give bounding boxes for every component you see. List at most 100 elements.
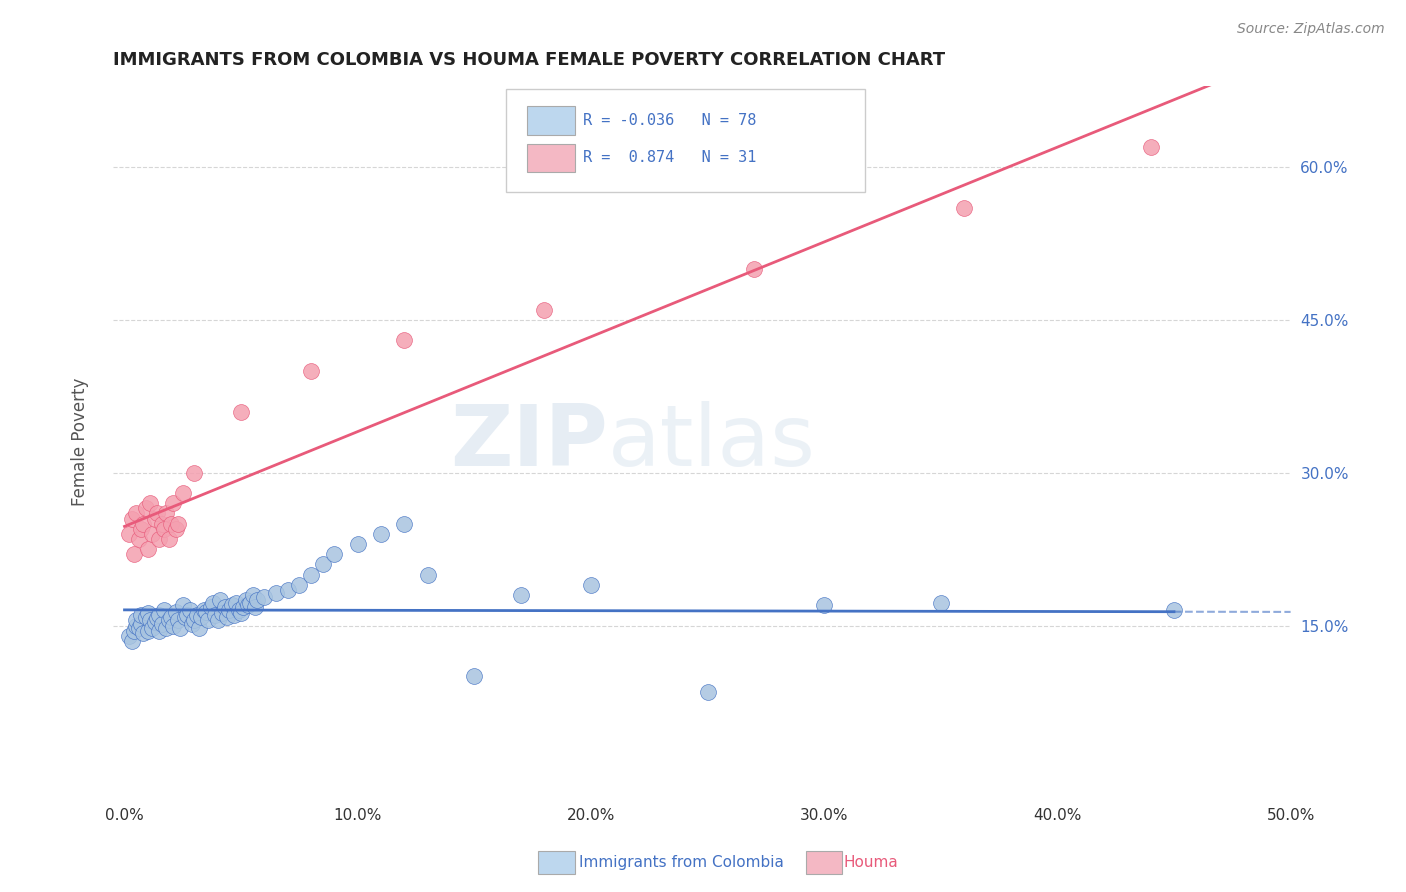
Point: [253, 590, 276, 604]
Point: [323, 547, 346, 561]
Point: [132, 516, 155, 531]
Point: [179, 603, 201, 617]
Point: [153, 522, 176, 536]
Point: [510, 588, 533, 602]
Text: Houma: Houma: [844, 855, 898, 870]
Point: [218, 603, 240, 617]
Point: [129, 608, 152, 623]
Point: [148, 608, 170, 623]
Point: [416, 567, 439, 582]
Point: [394, 516, 416, 531]
Point: [288, 578, 311, 592]
Point: [176, 608, 198, 623]
Point: [953, 201, 976, 215]
Point: [197, 614, 219, 628]
Point: [264, 586, 287, 600]
Point: [155, 621, 177, 635]
Point: [125, 618, 148, 632]
Point: [246, 593, 269, 607]
Point: [162, 618, 184, 632]
Point: [139, 496, 162, 510]
Point: [181, 616, 204, 631]
Point: [696, 685, 718, 699]
Text: R = -0.036   N = 78: R = -0.036 N = 78: [583, 113, 756, 128]
Point: [235, 593, 257, 607]
Point: [533, 302, 555, 317]
Point: [129, 616, 152, 631]
Point: [188, 621, 211, 635]
Point: [165, 605, 187, 619]
Text: Immigrants from Colombia: Immigrants from Colombia: [579, 855, 785, 870]
Point: [172, 598, 194, 612]
Point: [167, 614, 190, 628]
Point: [229, 404, 252, 418]
Point: [1163, 603, 1185, 617]
Point: [150, 516, 173, 531]
Point: [155, 507, 177, 521]
Point: [132, 625, 155, 640]
Point: [122, 547, 145, 561]
Point: [129, 522, 152, 536]
Point: [243, 600, 266, 615]
Point: [148, 624, 170, 638]
Point: [813, 598, 835, 612]
Y-axis label: Female Poverty: Female Poverty: [72, 378, 89, 507]
Point: [183, 614, 205, 628]
Point: [186, 608, 208, 623]
Point: [204, 608, 226, 623]
Point: [122, 624, 145, 638]
Point: [165, 522, 187, 536]
Point: [236, 598, 259, 612]
Point: [228, 603, 250, 617]
Text: R =  0.874   N = 31: R = 0.874 N = 31: [583, 151, 756, 165]
Point: [128, 532, 150, 546]
Point: [134, 610, 156, 624]
Point: [209, 593, 232, 607]
Point: [162, 496, 184, 510]
Point: [463, 669, 485, 683]
Point: [195, 605, 218, 619]
Point: [146, 611, 169, 625]
Point: [143, 615, 166, 630]
Point: [299, 364, 322, 378]
Point: [1139, 139, 1161, 153]
Text: ZIP: ZIP: [450, 401, 607, 483]
Point: [160, 610, 183, 624]
Point: [394, 333, 416, 347]
Point: [200, 600, 222, 615]
Text: IMMIGRANTS FROM COLOMBIA VS HOUMA FEMALE POVERTY CORRELATION CHART: IMMIGRANTS FROM COLOMBIA VS HOUMA FEMALE…: [112, 51, 945, 69]
Point: [118, 629, 141, 643]
Point: [370, 526, 392, 541]
Point: [121, 633, 143, 648]
Point: [221, 598, 243, 612]
Point: [929, 596, 952, 610]
Point: [742, 261, 765, 276]
Point: [150, 616, 173, 631]
Point: [277, 582, 299, 597]
Point: [143, 511, 166, 525]
Point: [193, 603, 215, 617]
Point: [217, 610, 239, 624]
Point: [229, 607, 252, 621]
Point: [153, 603, 176, 617]
Text: Source: ZipAtlas.com: Source: ZipAtlas.com: [1237, 22, 1385, 37]
Point: [224, 608, 246, 623]
Point: [136, 542, 159, 557]
Point: [136, 624, 159, 638]
Point: [579, 578, 602, 592]
Point: [125, 507, 148, 521]
Point: [202, 596, 225, 610]
Point: [242, 588, 264, 602]
Point: [214, 600, 236, 615]
Point: [139, 614, 162, 628]
Point: [141, 526, 163, 541]
Point: [183, 466, 205, 480]
Point: [125, 614, 148, 628]
Point: [167, 516, 190, 531]
Point: [207, 614, 229, 628]
Point: [136, 607, 159, 621]
Point: [172, 486, 194, 500]
Point: [160, 516, 183, 531]
Point: [232, 600, 254, 615]
Point: [346, 537, 368, 551]
